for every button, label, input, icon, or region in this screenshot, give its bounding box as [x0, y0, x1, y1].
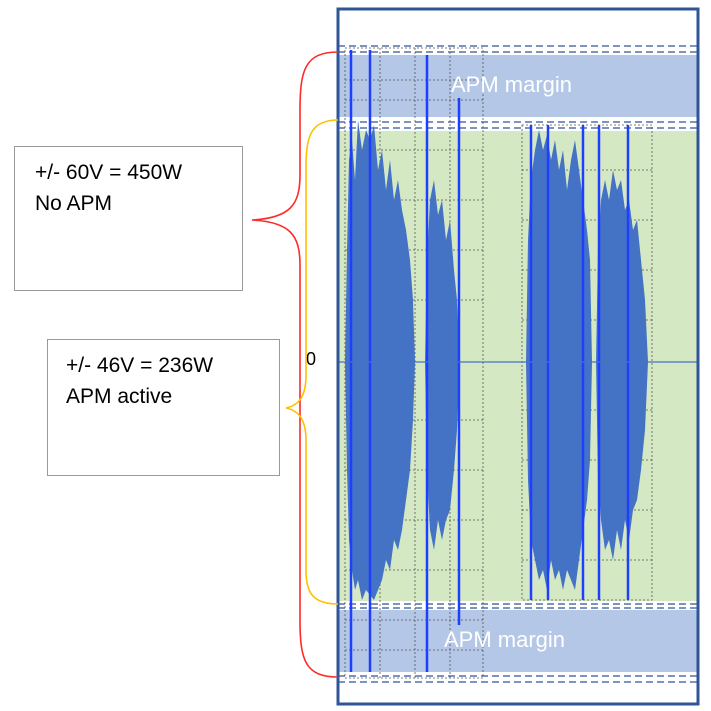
callout-apm-line1: +/- 46V = 236W — [66, 354, 214, 377]
brace-no-apm — [251, 51, 339, 678]
audio-waveform — [345, 120, 648, 600]
top-apm-margin-band — [338, 55, 698, 117]
top-margin-label: APM margin — [451, 72, 572, 97]
callout-apm-line2: APM active — [66, 385, 173, 408]
callout-apm-active: +/- 46V = 236W APM active — [47, 339, 280, 476]
zero-axis-label: 0 — [306, 349, 317, 369]
callout-no-apm: +/- 60V = 450W No APM — [14, 146, 243, 291]
callout-no-apm-line2: No APM — [35, 192, 113, 215]
plot-frame — [336, 7, 700, 706]
limit-lines — [338, 45, 698, 683]
callout-no-apm-line1: +/- 60V = 450W — [35, 161, 183, 184]
bottom-margin-label: APM margin — [444, 627, 565, 652]
brace-apm-active — [285, 119, 339, 605]
